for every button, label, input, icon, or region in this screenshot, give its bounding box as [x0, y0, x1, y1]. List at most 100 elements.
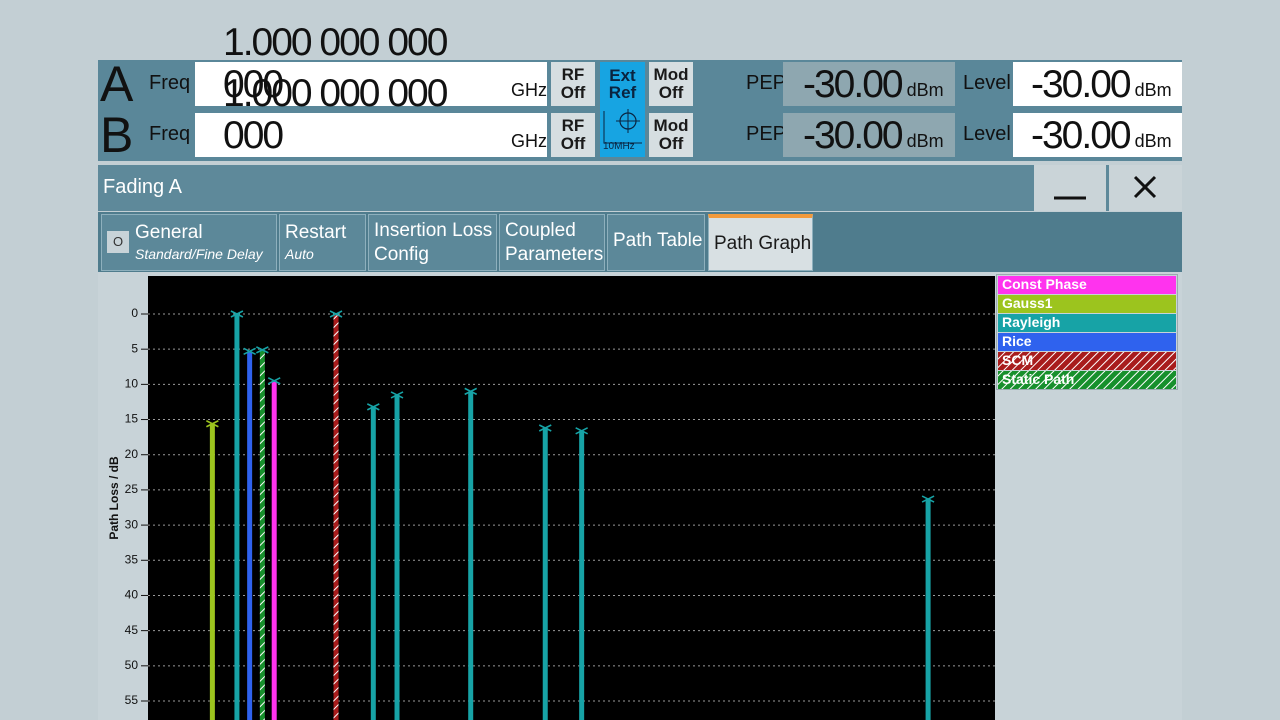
rf-button-label: RF — [561, 116, 585, 135]
level-display[interactable]: -30.00 dBm — [1013, 113, 1182, 157]
y-tick-label: 50 — [125, 658, 139, 672]
rf-button-state: Off — [560, 134, 586, 153]
y-tick-label: 5 — [131, 341, 138, 355]
y-tick-label: 15 — [125, 412, 139, 426]
channel-letter: B — [100, 107, 134, 163]
level-unit: dBm — [1134, 80, 1172, 100]
mod-button-state: Off — [658, 83, 684, 102]
rf-button[interactable]: RF Off — [551, 113, 595, 157]
level-unit: dBm — [1134, 131, 1172, 151]
y-tick-label: 55 — [125, 693, 139, 707]
tab-title: Insertion Loss — [374, 220, 493, 241]
path-marker — [921, 495, 935, 503]
tab-title: Config — [374, 244, 429, 265]
legend-swatch — [998, 295, 1176, 313]
pep-label: PEP — [746, 123, 787, 145]
tab[interactable]: Path Table — [607, 214, 705, 271]
pep-unit: dBm — [906, 80, 944, 100]
path-marker — [464, 387, 478, 396]
y-tick-label: 10 — [125, 377, 139, 391]
level-label: Level — [963, 123, 1011, 145]
path-marker — [243, 347, 256, 356]
rf-button[interactable]: RF Off — [551, 62, 595, 106]
mod-button-label: Mod — [653, 116, 689, 135]
legend-swatch — [998, 276, 1176, 294]
tab-title: General — [135, 222, 203, 243]
freq-display[interactable]: 1.000 000 000 000 GHz — [195, 73, 547, 157]
path-bar — [468, 391, 474, 720]
tab[interactable]: O General Standard/Fine Delay — [101, 214, 277, 271]
legend-label: Rayleigh — [1002, 314, 1060, 330]
legend-swatch — [998, 314, 1176, 332]
minimize-icon — [1054, 196, 1086, 200]
freq-unit: GHz — [511, 80, 547, 100]
y-tick-label: 20 — [125, 447, 139, 461]
path-bar — [579, 430, 585, 720]
legend-label: Gauss1 — [1002, 295, 1053, 311]
close-icon — [1133, 175, 1157, 199]
tab[interactable]: Path Graph — [708, 214, 813, 271]
ext-ref-line: Ext — [609, 66, 636, 85]
freq-display[interactable]: 1.000 000 000 000 GHz — [195, 22, 547, 106]
y-tick-label: 0 — [131, 306, 138, 320]
y-tick-label: 35 — [125, 552, 139, 566]
y-axis-label: Path Loss / dB — [107, 456, 121, 540]
tab-subtitle: Auto — [285, 246, 314, 262]
path-marker — [390, 391, 404, 399]
level-display[interactable]: -30.00 dBm — [1013, 62, 1182, 106]
ext-ref-line: Ref — [608, 83, 637, 102]
plot-area — [148, 276, 995, 720]
pep-label: PEP — [746, 72, 787, 94]
pep-display: -30.00 dBm — [783, 62, 955, 106]
path-bar — [259, 349, 265, 720]
path-bar — [333, 313, 339, 720]
y-tick-label: 40 — [125, 588, 139, 602]
path-marker — [255, 346, 269, 354]
path-marker — [538, 424, 552, 432]
path-marker — [329, 310, 343, 318]
path-bar — [925, 499, 931, 720]
rf-button-state: Off — [560, 83, 586, 102]
minimize-button[interactable] — [1034, 165, 1106, 211]
path-bar — [394, 394, 400, 720]
level-value: -30.00 — [1031, 114, 1132, 157]
path-marker — [230, 310, 244, 318]
tab-icon: O — [107, 231, 129, 253]
path-marker — [366, 403, 380, 411]
tab[interactable]: Restart Auto — [279, 214, 366, 271]
path-bar — [209, 423, 215, 720]
path-bar — [234, 313, 240, 720]
tab[interactable]: Insertion Loss Config — [368, 214, 497, 271]
mod-button-label: Mod — [653, 65, 689, 84]
close-button[interactable] — [1109, 165, 1182, 211]
freq-label: Freq — [149, 72, 191, 94]
tab-subtitle: Standard/Fine Delay — [135, 246, 263, 262]
mod-button[interactable]: Mod Off — [649, 62, 693, 106]
tab-title: Restart — [285, 222, 347, 243]
tab[interactable]: Coupled Parameters — [499, 214, 605, 271]
tab-title: Path Graph — [714, 233, 812, 254]
legend-swatch — [998, 352, 1176, 370]
legend-swatch — [998, 371, 1176, 389]
legend-frame — [996, 274, 1178, 390]
rf-button-label: RF — [561, 65, 585, 84]
freq-value: 1.000 000 000 000 — [223, 72, 448, 157]
pep-unit: dBm — [906, 131, 944, 151]
level-value: -30.00 — [1031, 63, 1132, 106]
window-title: Fading A — [103, 176, 182, 198]
ext-ref-button[interactable]: Ext Ref 10MHz — [600, 62, 645, 157]
pep-value: -30.00 — [803, 63, 904, 106]
pep-display: -30.00 dBm — [783, 113, 955, 157]
path-bar — [542, 427, 548, 720]
ref-freq: 10MHz — [603, 141, 635, 152]
freq-label: Freq — [149, 123, 191, 145]
path-marker — [206, 420, 219, 428]
mod-button[interactable]: Mod Off — [649, 113, 693, 157]
legend-label: Rice — [1002, 333, 1032, 349]
freq-value: 1.000 000 000 000 — [223, 21, 448, 106]
path-marker — [267, 377, 281, 385]
path-bar — [370, 406, 376, 720]
legend-label: Static Path — [1002, 371, 1074, 387]
legend-label: Const Phase — [1002, 276, 1087, 292]
ref-icon — [603, 109, 642, 144]
